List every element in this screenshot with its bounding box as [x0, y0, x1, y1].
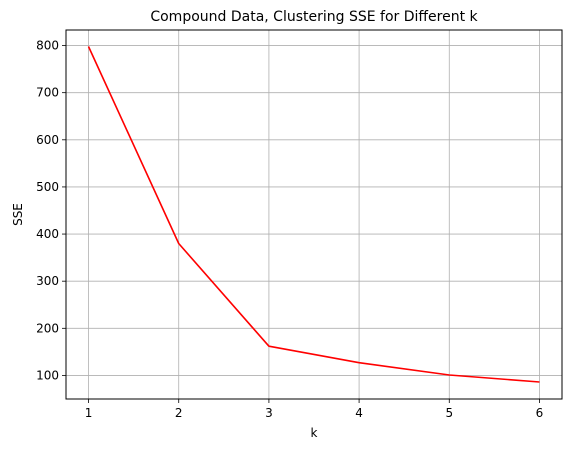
series-layer	[87, 46, 540, 383]
chart-title: Compound Data, Clustering SSE for Differ…	[150, 9, 478, 25]
x-tick-label: 2	[175, 406, 183, 420]
x-tick-label: 4	[355, 406, 363, 420]
grid-lines	[66, 30, 562, 399]
y-tick-label: 700	[36, 86, 59, 100]
y-tick-label: 400	[36, 227, 59, 241]
series-line	[87, 46, 540, 383]
x-tick-label: 5	[445, 406, 453, 420]
x-tick-label: 1	[85, 406, 93, 420]
y-tick-label: 100	[36, 368, 59, 382]
x-axis-label: k	[311, 426, 318, 440]
y-tick-label: 200	[36, 321, 59, 335]
x-tick-label: 6	[536, 406, 544, 420]
y-tick-label: 300	[36, 274, 59, 288]
y-tick-label: 500	[36, 180, 59, 194]
tick-layer: 1 2 3 4 5 6 100 200 300 400 500 600 700 800	[36, 39, 543, 420]
y-tick-label: 600	[36, 133, 59, 147]
x-tick-label: 3	[265, 406, 273, 420]
y-axis-label: SSE	[11, 203, 25, 226]
plot-frame	[65, 29, 563, 400]
y-tick-label: 800	[36, 39, 59, 53]
